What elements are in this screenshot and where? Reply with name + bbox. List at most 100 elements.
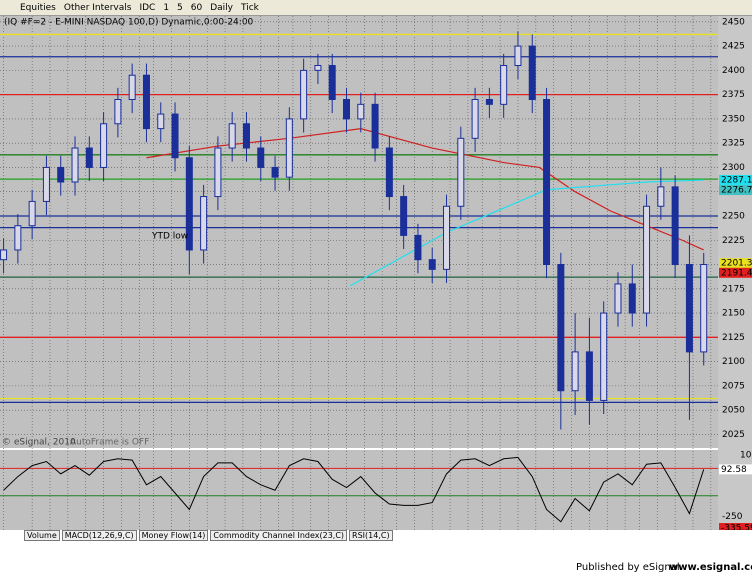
annotation: YTD low xyxy=(151,232,188,242)
y-tick-label: 2075 xyxy=(722,381,745,391)
oscillator-line xyxy=(3,456,705,523)
candle-body xyxy=(314,65,322,71)
indicator-tab[interactable]: Money Flow(14) xyxy=(138,530,209,541)
toolbar-item[interactable]: 60 xyxy=(190,2,203,13)
toolbar-item[interactable]: IDC xyxy=(139,2,156,13)
osc-tag xyxy=(719,464,752,475)
candle-body xyxy=(371,103,379,149)
oscillator-panel xyxy=(0,450,718,530)
toolbar-item[interactable]: Tick xyxy=(241,2,259,13)
chart-title: (IQ #F=2 - E-MINI NASDAQ 100,D) Dynamic,… xyxy=(4,18,254,28)
y-tick-label: 2400 xyxy=(722,66,745,76)
candle-body xyxy=(657,186,665,207)
moving-average xyxy=(146,128,704,251)
toolbar-item[interactable]: 1 xyxy=(163,2,170,13)
y-tick-label: 2250 xyxy=(722,211,745,221)
price-tag-label: 2287.11 xyxy=(721,175,752,185)
candle-body xyxy=(242,123,250,149)
price-tag-label: 2276.73 xyxy=(721,186,752,196)
candle-body xyxy=(557,264,565,392)
y-tick-label: 2300 xyxy=(722,163,745,173)
y-tick-label: 2100 xyxy=(722,357,745,367)
candle-body xyxy=(685,264,693,353)
price-tag-label: 2191.48 xyxy=(721,268,752,278)
y-tick-label: 2025 xyxy=(722,430,745,440)
y-tick-label: 2375 xyxy=(722,90,745,100)
candle-body xyxy=(71,147,79,183)
candle-body xyxy=(328,65,336,100)
candle-body xyxy=(42,166,50,202)
candle-body xyxy=(628,283,636,314)
indicator-tab[interactable]: Commodity Channel Index(23,C) xyxy=(210,530,348,541)
toolbar-item[interactable]: Daily xyxy=(210,2,234,13)
candle-body xyxy=(457,137,465,207)
candle-body xyxy=(571,351,579,392)
y-tick-label: 2225 xyxy=(722,236,745,246)
candle-body xyxy=(257,147,265,168)
candle-body xyxy=(643,205,651,314)
candle-body xyxy=(485,98,493,105)
candle-body xyxy=(285,118,293,178)
osc-tag xyxy=(719,523,752,530)
osc-tag-label: 92.58 xyxy=(721,465,747,475)
candle-body xyxy=(342,98,350,120)
candle-body xyxy=(128,74,136,100)
y-tick-label: 2350 xyxy=(722,114,745,124)
candle-body xyxy=(228,123,236,149)
candle-body xyxy=(28,200,36,227)
y-tick-label: 2150 xyxy=(722,309,745,319)
toolbar-item[interactable]: 5 xyxy=(177,2,183,13)
osc-tick-label: -250 xyxy=(722,512,743,522)
candle-body xyxy=(400,196,408,236)
price-tag xyxy=(719,185,752,196)
indicator-tab[interactable]: MACD(12,26,9,C) xyxy=(61,530,137,541)
candle-body xyxy=(214,147,222,198)
y-tick-label: 2175 xyxy=(722,284,745,294)
y-tick-label: 2450 xyxy=(722,17,745,27)
website: www.esignal.com xyxy=(669,562,752,573)
y-tick-label: 2325 xyxy=(722,139,745,149)
candle-body xyxy=(171,113,179,159)
chart: (IQ #F=2 - E-MINI NASDAQ 100,D) Dynamic,… xyxy=(0,16,752,530)
candle-body xyxy=(585,351,593,401)
y-tick-label: 2425 xyxy=(722,42,745,52)
candle-body xyxy=(528,45,536,100)
price-tag xyxy=(719,267,752,278)
candle-body xyxy=(114,98,122,125)
candle-body xyxy=(271,166,279,178)
candle-body xyxy=(185,157,193,251)
indicator-tabs: Volume MACD(12,26,9,C) Money Flow(14) Commo… xyxy=(24,530,393,541)
candle-body xyxy=(614,283,622,314)
candle-body xyxy=(0,249,8,261)
candle-body xyxy=(85,147,93,168)
annotation: © eSignal, 2010 xyxy=(2,438,76,448)
annotation: AutoFrame is OFF xyxy=(70,438,149,448)
candle-body xyxy=(500,65,508,105)
candle-body xyxy=(100,123,108,168)
toolbar-item[interactable]: Equities xyxy=(20,2,56,13)
candle-body xyxy=(543,98,551,266)
candle-body xyxy=(300,69,308,120)
candle-body xyxy=(142,74,150,130)
candle-body xyxy=(414,234,422,261)
indicator-tab[interactable]: RSI(14,C) xyxy=(349,530,393,541)
osc-top-label: 10 xyxy=(740,451,752,461)
price-tag xyxy=(719,174,752,185)
candle-body xyxy=(600,312,608,401)
candle-body xyxy=(357,103,365,120)
toolbar-item[interactable]: Other Intervals xyxy=(63,2,132,13)
osc-tag-label: -335.59 xyxy=(721,524,752,530)
indicator-tab[interactable]: Volume xyxy=(24,530,60,541)
candle-body xyxy=(200,196,208,251)
candle-body xyxy=(471,98,479,139)
candle-body xyxy=(443,205,451,270)
footer: Published by eSignal www.esignal.com xyxy=(0,561,752,575)
candle-body xyxy=(157,113,165,130)
candle-body xyxy=(700,264,708,353)
candle-body xyxy=(428,259,436,270)
toolbar: Equities Other Intervals IDC 1 5 60 Daily Tick xyxy=(0,0,752,16)
price-panel xyxy=(0,16,718,448)
candle-body xyxy=(385,147,393,198)
publisher: Published by eSignal xyxy=(576,562,680,573)
candle-body xyxy=(514,45,522,67)
